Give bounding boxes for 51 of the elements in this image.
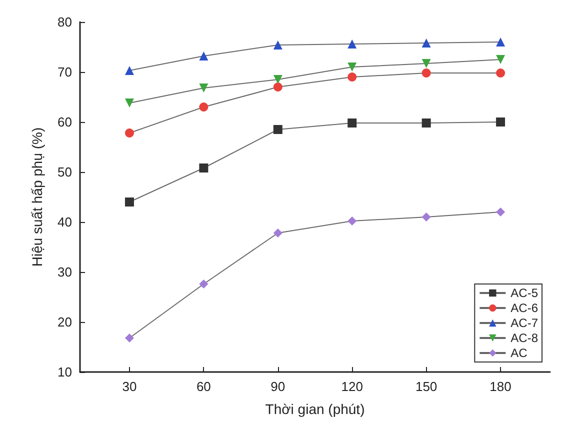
- point: [348, 40, 357, 48]
- x-tick-label: 60: [196, 379, 211, 394]
- point: [348, 216, 357, 226]
- y-tick-label: 50: [58, 164, 72, 180]
- y-tick-label: 20: [58, 314, 72, 330]
- point: [422, 212, 431, 222]
- point: [199, 102, 208, 112]
- y-tick-label: 80: [58, 14, 72, 30]
- point: [273, 75, 282, 84]
- point: [496, 208, 506, 216]
- point: [422, 59, 431, 68]
- legend-label: AC-5: [510, 286, 538, 300]
- point: [273, 228, 282, 238]
- point: [273, 125, 282, 134]
- point: [273, 82, 282, 92]
- y-tick-label: 70: [58, 64, 72, 80]
- x-tick-label: 180: [490, 379, 512, 394]
- x-tick-label: 90: [270, 379, 286, 394]
- point: [496, 68, 506, 78]
- legend-label: AC-6: [510, 301, 538, 315]
- point: [199, 84, 208, 92]
- point: [348, 72, 357, 82]
- y-axis-title: Hiệu suất hấp phụ (%): [29, 127, 45, 267]
- point: [273, 40, 282, 50]
- y-tick-label: 60: [58, 114, 72, 130]
- x-axis-title: Thời gian (phút): [265, 401, 365, 417]
- legend-label: AC: [510, 346, 528, 360]
- point: [348, 118, 357, 128]
- point: [124, 334, 134, 342]
- point: [124, 128, 134, 138]
- point: [124, 66, 134, 75]
- point: [496, 55, 506, 64]
- point: [199, 52, 208, 60]
- point: [124, 98, 134, 108]
- point: [496, 38, 506, 46]
- y-tick-label: 30: [58, 264, 72, 280]
- legend-label: AC-8: [510, 331, 538, 345]
- point: [422, 68, 431, 78]
- point: [422, 118, 431, 128]
- y-tick-label: 10: [58, 364, 72, 380]
- x-tick-label: 30: [122, 379, 137, 394]
- point: [199, 280, 208, 288]
- point: [124, 198, 134, 206]
- x-tick-label: 150: [415, 379, 438, 394]
- point: [422, 38, 431, 48]
- point: [348, 62, 357, 72]
- point: [199, 164, 208, 172]
- legend-label: AC-7: [510, 316, 538, 330]
- x-tick-label: 120: [341, 379, 363, 394]
- y-tick-label: 40: [58, 214, 72, 230]
- point: [496, 118, 506, 126]
